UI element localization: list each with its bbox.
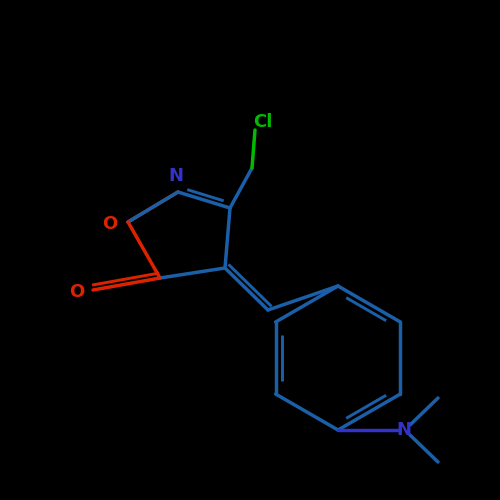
Text: N: N bbox=[168, 167, 184, 185]
Text: N: N bbox=[396, 421, 411, 439]
Text: Cl: Cl bbox=[254, 113, 272, 131]
Text: O: O bbox=[102, 215, 118, 233]
Text: O: O bbox=[70, 283, 84, 301]
